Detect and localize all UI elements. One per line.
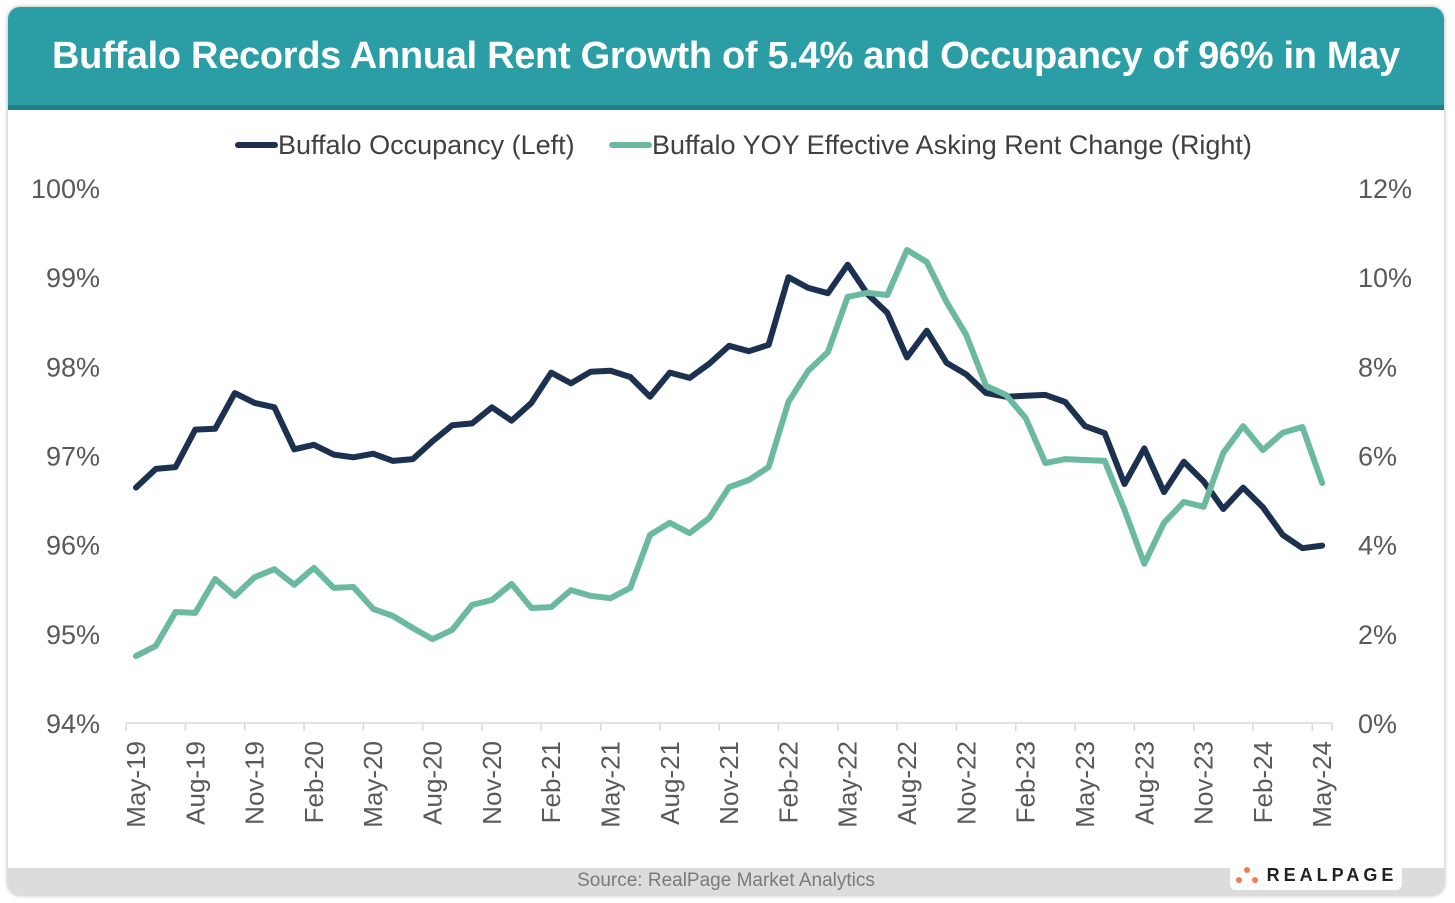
x-tick-label: Aug-22 [892,741,922,825]
x-tick-label: Nov-23 [1189,741,1219,825]
legend-rent-label: Buffalo YOY Effective Asking Rent Change… [652,130,1252,160]
left-tick-label: 100% [31,174,100,204]
right-tick-label: 0% [1358,709,1397,739]
right-tick-label: 6% [1358,442,1397,472]
source-note: Source: RealPage Market Analytics [577,870,875,891]
header-bar: Buffalo Records Annual Rent Growth of 5.… [8,7,1444,110]
x-tick-label: May-24 [1307,741,1337,828]
chart-title: Buffalo Records Annual Rent Growth of 5.… [52,34,1400,77]
left-tick-label: 95% [46,620,100,650]
x-tick-label: Feb-23 [1011,741,1041,823]
x-tick-label: Nov-21 [714,741,744,825]
x-tick-label: Aug-23 [1129,741,1159,825]
chart-card: Buffalo Records Annual Rent Growth of 5.… [8,7,1444,895]
x-tick-label: May-23 [1070,741,1100,828]
x-tick-label: Aug-19 [180,741,210,825]
logo-text: REALPAGE [1266,864,1398,885]
left-tick-label: 96% [46,531,100,561]
occupancy-line [133,261,1326,552]
realpage-logo: REALPAGE [1230,860,1402,890]
rent-change-line [133,247,1326,660]
x-tick-label: May-20 [358,741,388,828]
legend-occupancy-label: Buffalo Occupancy (Left) [278,130,575,160]
right-tick-label: 12% [1358,174,1412,204]
right-tick-label: 4% [1358,531,1397,561]
x-tick-label: Nov-20 [477,741,507,825]
right-tick-label: 8% [1358,352,1397,382]
x-tick-label: Nov-19 [240,741,270,825]
x-tick-label: May-19 [121,741,151,828]
x-tick-label: Feb-21 [536,741,566,823]
right-tick-label: 10% [1358,263,1412,293]
x-tick-label: Nov-22 [951,741,981,825]
logo-dots-icon [1235,867,1258,883]
x-tick-label: Feb-22 [773,741,803,823]
x-tick-label: Aug-20 [418,741,448,825]
x-tick-label: May-21 [595,741,625,828]
x-tick-label: May-22 [833,741,863,828]
left-tick-label: 98% [46,352,100,382]
right-tick-label: 2% [1358,620,1397,650]
x-tick-label: Aug-21 [655,741,685,825]
x-tick-label: Feb-24 [1248,741,1278,823]
footer-bar: Source: RealPage Market Analytics REALPA… [8,860,1444,895]
left-tick-label: 99% [46,263,100,293]
x-tick-label: Feb-20 [299,741,329,823]
left-tick-label: 94% [46,709,100,739]
left-tick-label: 97% [46,442,100,472]
